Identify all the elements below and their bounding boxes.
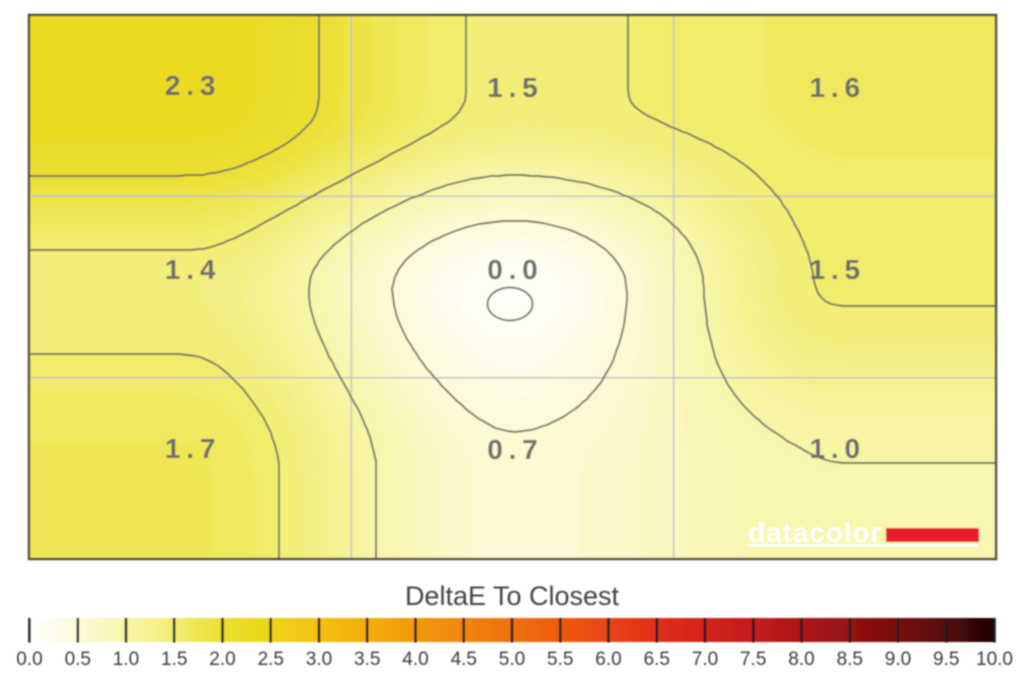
svg-text:1.0: 1.0 (113, 649, 139, 670)
svg-text:4.5: 4.5 (451, 649, 477, 670)
svg-text:2.5: 2.5 (258, 649, 284, 670)
svg-text:1.0: 1.0 (810, 433, 866, 464)
svg-text:10.0: 10.0 (976, 649, 1013, 670)
svg-text:8.0: 8.0 (788, 649, 814, 670)
svg-text:8.5: 8.5 (837, 649, 863, 670)
svg-text:3.0: 3.0 (306, 649, 332, 670)
svg-text:0.0: 0.0 (16, 649, 42, 670)
svg-text:2.0: 2.0 (209, 649, 235, 670)
svg-text:7.0: 7.0 (692, 649, 718, 670)
svg-text:7.5: 7.5 (740, 649, 766, 670)
svg-text:6.0: 6.0 (595, 649, 621, 670)
svg-text:5.0: 5.0 (499, 649, 525, 670)
svg-text:4.0: 4.0 (402, 649, 428, 670)
svg-text:DeltaE To Closest: DeltaE To Closest (405, 581, 620, 611)
svg-text:0.0: 0.0 (487, 254, 543, 285)
svg-text:datacolor: datacolor (748, 517, 882, 548)
svg-text:1.6: 1.6 (810, 72, 866, 103)
svg-text:0.5: 0.5 (65, 649, 91, 670)
svg-text:1.7: 1.7 (165, 433, 221, 464)
svg-text:1.5: 1.5 (487, 72, 543, 103)
svg-text:5.5: 5.5 (547, 649, 573, 670)
svg-text:1.5: 1.5 (810, 254, 866, 285)
svg-text:1.4: 1.4 (165, 254, 221, 285)
svg-text:6.5: 6.5 (644, 649, 670, 670)
svg-text:0.7: 0.7 (487, 434, 543, 465)
svg-text:9.0: 9.0 (885, 649, 911, 670)
svg-text:3.5: 3.5 (354, 649, 380, 670)
svg-text:1.5: 1.5 (161, 649, 187, 670)
svg-text:9.5: 9.5 (933, 649, 959, 670)
svg-text:2.3: 2.3 (165, 70, 221, 101)
